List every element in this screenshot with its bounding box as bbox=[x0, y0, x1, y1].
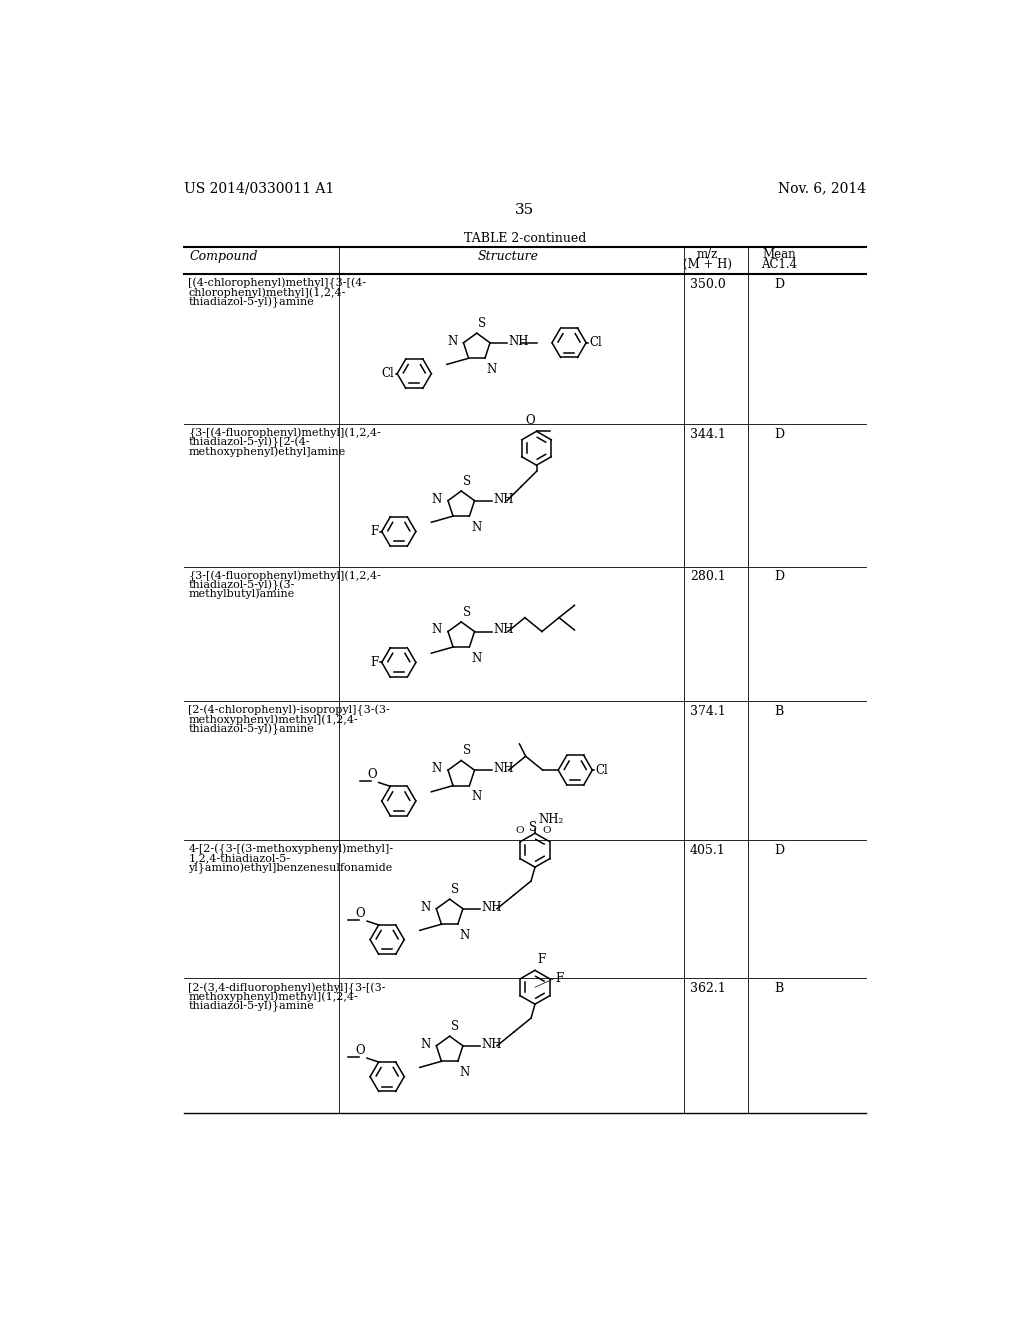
Text: F: F bbox=[538, 953, 546, 966]
Text: 1,2,4-thiadiazol-5-: 1,2,4-thiadiazol-5- bbox=[188, 853, 291, 863]
Text: S: S bbox=[528, 821, 537, 834]
Text: 344.1: 344.1 bbox=[690, 428, 726, 441]
Text: NH: NH bbox=[494, 623, 514, 636]
Text: N: N bbox=[460, 1065, 470, 1078]
Text: O: O bbox=[543, 826, 551, 836]
Text: D: D bbox=[774, 428, 784, 441]
Text: methoxyphenyl)methyl](1,2,4-: methoxyphenyl)methyl](1,2,4- bbox=[188, 714, 358, 725]
Text: O: O bbox=[356, 907, 366, 920]
Text: Mean: Mean bbox=[762, 248, 796, 261]
Text: S: S bbox=[463, 744, 471, 758]
Text: O: O bbox=[515, 826, 524, 836]
Text: thiadiazol-5-yl)}amine: thiadiazol-5-yl)}amine bbox=[188, 296, 314, 308]
Text: N: N bbox=[431, 492, 441, 506]
Text: N: N bbox=[431, 762, 441, 775]
Text: (M + H): (M + H) bbox=[683, 257, 732, 271]
Text: 350.0: 350.0 bbox=[690, 277, 726, 290]
Text: D: D bbox=[774, 277, 784, 290]
Text: Nov. 6, 2014: Nov. 6, 2014 bbox=[777, 182, 866, 195]
Text: thiadiazol-5-yl)}[2-(4-: thiadiazol-5-yl)}[2-(4- bbox=[188, 437, 310, 449]
Text: B: B bbox=[774, 982, 783, 995]
Text: 362.1: 362.1 bbox=[690, 982, 726, 995]
Text: {3-[(4-fluorophenyl)methyl](1,2,4-: {3-[(4-fluorophenyl)methyl](1,2,4- bbox=[188, 428, 381, 440]
Text: NH₂: NH₂ bbox=[539, 813, 564, 826]
Text: N: N bbox=[460, 929, 470, 942]
Text: m/z: m/z bbox=[697, 248, 718, 261]
Text: D: D bbox=[774, 843, 784, 857]
Text: 280.1: 280.1 bbox=[690, 570, 726, 583]
Text: 35: 35 bbox=[515, 203, 535, 216]
Text: [(4-chlorophenyl)methyl]{3-[(4-: [(4-chlorophenyl)methyl]{3-[(4- bbox=[188, 277, 367, 289]
Text: TABLE 2-continued: TABLE 2-continued bbox=[464, 231, 586, 244]
Text: N: N bbox=[471, 652, 481, 665]
Text: N: N bbox=[486, 363, 497, 376]
Text: thiadiazol-5-yl)}amine: thiadiazol-5-yl)}amine bbox=[188, 723, 314, 735]
Text: N: N bbox=[420, 1038, 430, 1051]
Text: S: S bbox=[478, 317, 486, 330]
Text: US 2014/0330011 A1: US 2014/0330011 A1 bbox=[183, 182, 334, 195]
Text: Cl: Cl bbox=[595, 763, 608, 776]
Text: O: O bbox=[356, 1044, 366, 1056]
Text: S: S bbox=[452, 883, 460, 896]
Text: methylbutyl)amine: methylbutyl)amine bbox=[188, 589, 295, 599]
Text: thiadiazol-5-yl)}(3-: thiadiazol-5-yl)}(3- bbox=[188, 579, 295, 591]
Text: O: O bbox=[368, 768, 377, 781]
Text: N: N bbox=[420, 900, 430, 913]
Text: NH: NH bbox=[494, 762, 514, 775]
Text: D: D bbox=[774, 570, 784, 583]
Text: [2-(3,4-difluorophenyl)ethyl]{3-[(3-: [2-(3,4-difluorophenyl)ethyl]{3-[(3- bbox=[188, 982, 386, 994]
Text: S: S bbox=[463, 475, 471, 488]
Text: NH: NH bbox=[494, 492, 514, 506]
Text: [2-(4-chlorophenyl)-isopropyl]{3-(3-: [2-(4-chlorophenyl)-isopropyl]{3-(3- bbox=[188, 705, 390, 717]
Text: Cl: Cl bbox=[589, 337, 602, 350]
Text: Compound: Compound bbox=[190, 249, 258, 263]
Text: {3-[(4-fluorophenyl)methyl](1,2,4-: {3-[(4-fluorophenyl)methyl](1,2,4- bbox=[188, 570, 381, 582]
Text: Cl: Cl bbox=[381, 367, 394, 380]
Text: 405.1: 405.1 bbox=[690, 843, 726, 857]
Text: chlorophenyl)methyl](1,2,4-: chlorophenyl)methyl](1,2,4- bbox=[188, 286, 346, 297]
Text: NH: NH bbox=[509, 335, 529, 347]
Text: AC1.4: AC1.4 bbox=[761, 257, 797, 271]
Text: S: S bbox=[463, 606, 471, 619]
Text: O: O bbox=[525, 414, 536, 428]
Text: NH: NH bbox=[481, 1038, 502, 1051]
Text: methoxyphenyl)ethyl]amine: methoxyphenyl)ethyl]amine bbox=[188, 446, 346, 457]
Text: N: N bbox=[431, 623, 441, 636]
Text: N: N bbox=[471, 791, 481, 804]
Text: methoxyphenyl)methyl](1,2,4-: methoxyphenyl)methyl](1,2,4- bbox=[188, 991, 358, 1002]
Text: F: F bbox=[371, 656, 379, 669]
Text: F: F bbox=[555, 973, 563, 985]
Text: B: B bbox=[774, 705, 783, 718]
Text: thiadiazol-5-yl)}amine: thiadiazol-5-yl)}amine bbox=[188, 1001, 314, 1012]
Text: F: F bbox=[371, 525, 379, 539]
Text: 4-[2-({3-[(3-methoxyphenyl)methyl]-: 4-[2-({3-[(3-methoxyphenyl)methyl]- bbox=[188, 843, 393, 855]
Text: N: N bbox=[447, 335, 458, 347]
Text: N: N bbox=[471, 520, 481, 533]
Text: Structure: Structure bbox=[477, 249, 539, 263]
Text: S: S bbox=[452, 1020, 460, 1034]
Text: yl}amino)ethyl]benzenesulfonamide: yl}amino)ethyl]benzenesulfonamide bbox=[188, 862, 392, 874]
Text: 374.1: 374.1 bbox=[690, 705, 726, 718]
Text: NH: NH bbox=[481, 900, 502, 913]
